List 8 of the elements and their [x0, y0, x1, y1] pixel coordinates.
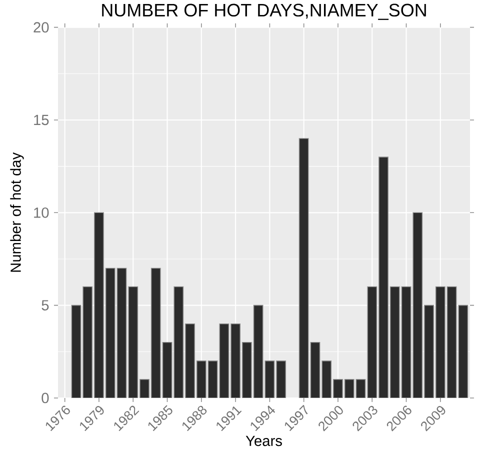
y-tick-label: 10 — [34, 207, 49, 218]
y-tick-label: 20 — [34, 22, 49, 33]
y-axis-title: Number of hot day — [10, 152, 24, 272]
x-axis-title: Years — [246, 436, 282, 446]
chart-title: NUMBER OF HOT DAYS,NIAMEY_SON — [102, 4, 426, 20]
y-tick-label: 5 — [42, 300, 49, 310]
y-tick-label: 15 — [34, 114, 49, 126]
y-tick-label: 0 — [42, 392, 49, 404]
